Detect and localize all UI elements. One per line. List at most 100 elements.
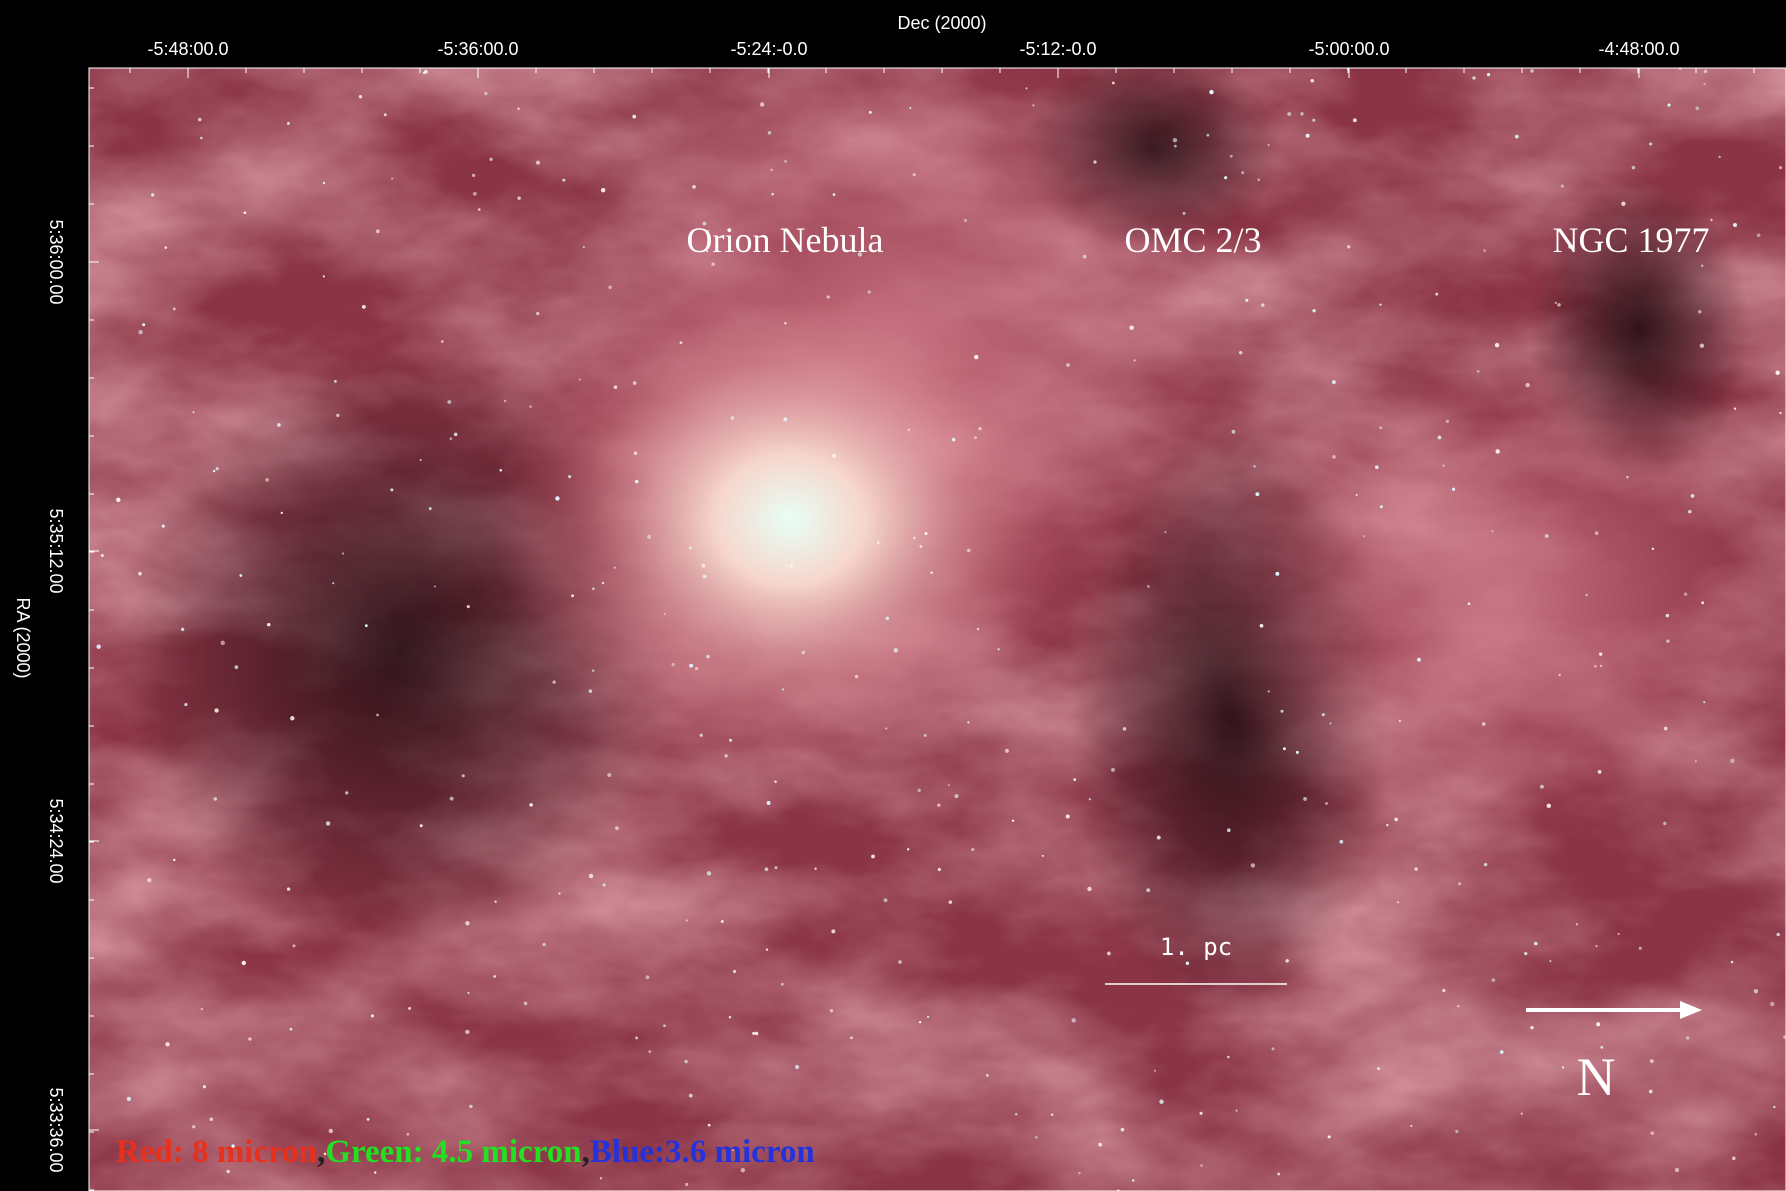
star <box>1209 90 1213 94</box>
star <box>877 541 880 544</box>
star <box>1734 407 1736 409</box>
annotation: OMC 2/3 <box>1124 220 1261 260</box>
star <box>589 689 593 693</box>
star <box>614 567 616 569</box>
star <box>1386 824 1388 826</box>
star <box>1285 959 1288 962</box>
star <box>1458 882 1461 885</box>
star <box>162 525 165 528</box>
star <box>1663 822 1666 825</box>
star <box>173 859 176 862</box>
star <box>454 433 458 437</box>
star <box>151 193 154 196</box>
star <box>1700 344 1704 348</box>
star <box>1154 1070 1156 1072</box>
star <box>701 564 705 568</box>
star <box>342 552 344 554</box>
star <box>214 708 218 712</box>
star <box>1596 1022 1600 1026</box>
star <box>884 898 888 902</box>
star <box>1649 1090 1653 1094</box>
star <box>1035 1136 1038 1139</box>
star <box>1482 722 1486 726</box>
star <box>766 949 768 951</box>
x-tick-label: -5:12:-0.0 <box>1019 39 1096 59</box>
star <box>783 417 787 421</box>
star <box>1652 548 1654 550</box>
star <box>529 405 532 408</box>
star <box>782 688 784 690</box>
star <box>201 1008 204 1011</box>
star <box>555 496 559 500</box>
star <box>1087 887 1091 891</box>
star <box>1312 119 1315 122</box>
star <box>1701 265 1703 267</box>
star <box>1703 83 1705 85</box>
star <box>924 734 927 737</box>
star <box>1015 1113 1018 1116</box>
star <box>465 1030 469 1034</box>
star <box>1515 135 1519 139</box>
star <box>517 196 520 199</box>
star <box>203 1085 206 1088</box>
star <box>1773 1106 1775 1108</box>
star <box>779 514 781 516</box>
star <box>1695 760 1697 762</box>
star <box>909 107 911 109</box>
star <box>937 804 940 807</box>
star <box>684 1060 687 1063</box>
star <box>664 613 666 615</box>
star <box>1525 383 1529 387</box>
star <box>1666 640 1669 643</box>
star <box>1379 426 1382 429</box>
star <box>1779 166 1782 169</box>
star <box>374 1171 376 1173</box>
star <box>1534 942 1537 945</box>
star <box>434 585 436 587</box>
star <box>1435 293 1438 296</box>
star <box>1547 804 1551 808</box>
star <box>142 323 145 326</box>
star <box>376 714 379 717</box>
star <box>1129 325 1133 329</box>
star <box>634 452 637 455</box>
star <box>977 628 979 630</box>
star <box>429 507 432 510</box>
star <box>1121 1128 1125 1132</box>
star <box>423 71 426 74</box>
x-tick-label: -5:24:-0.0 <box>730 39 807 59</box>
star <box>725 754 728 757</box>
star <box>450 797 454 801</box>
star <box>1078 1172 1080 1174</box>
star <box>1325 802 1328 805</box>
star <box>1112 82 1115 85</box>
star <box>583 246 585 248</box>
star <box>1133 359 1135 361</box>
star <box>1675 1168 1679 1172</box>
star <box>450 437 453 440</box>
star <box>1093 160 1096 163</box>
scale-bar-label: 1. pc <box>1160 933 1232 961</box>
star <box>1353 118 1357 122</box>
star <box>832 454 836 458</box>
star <box>1268 144 1270 146</box>
star <box>685 1183 688 1186</box>
star <box>323 182 325 184</box>
star <box>192 411 194 413</box>
star <box>894 648 898 652</box>
star <box>493 975 496 978</box>
y-tick-label: 5:36:00.00 <box>46 219 66 304</box>
star <box>1306 134 1310 138</box>
star <box>287 887 290 890</box>
star <box>802 651 805 654</box>
star <box>635 1036 638 1039</box>
star <box>1626 476 1629 479</box>
star <box>1051 1114 1053 1116</box>
star <box>1668 103 1671 106</box>
star <box>1576 923 1578 925</box>
star <box>913 173 916 176</box>
star <box>571 594 574 597</box>
star <box>869 111 872 114</box>
star <box>1491 530 1493 532</box>
x-tick-label: -5:36:00.0 <box>437 39 518 59</box>
